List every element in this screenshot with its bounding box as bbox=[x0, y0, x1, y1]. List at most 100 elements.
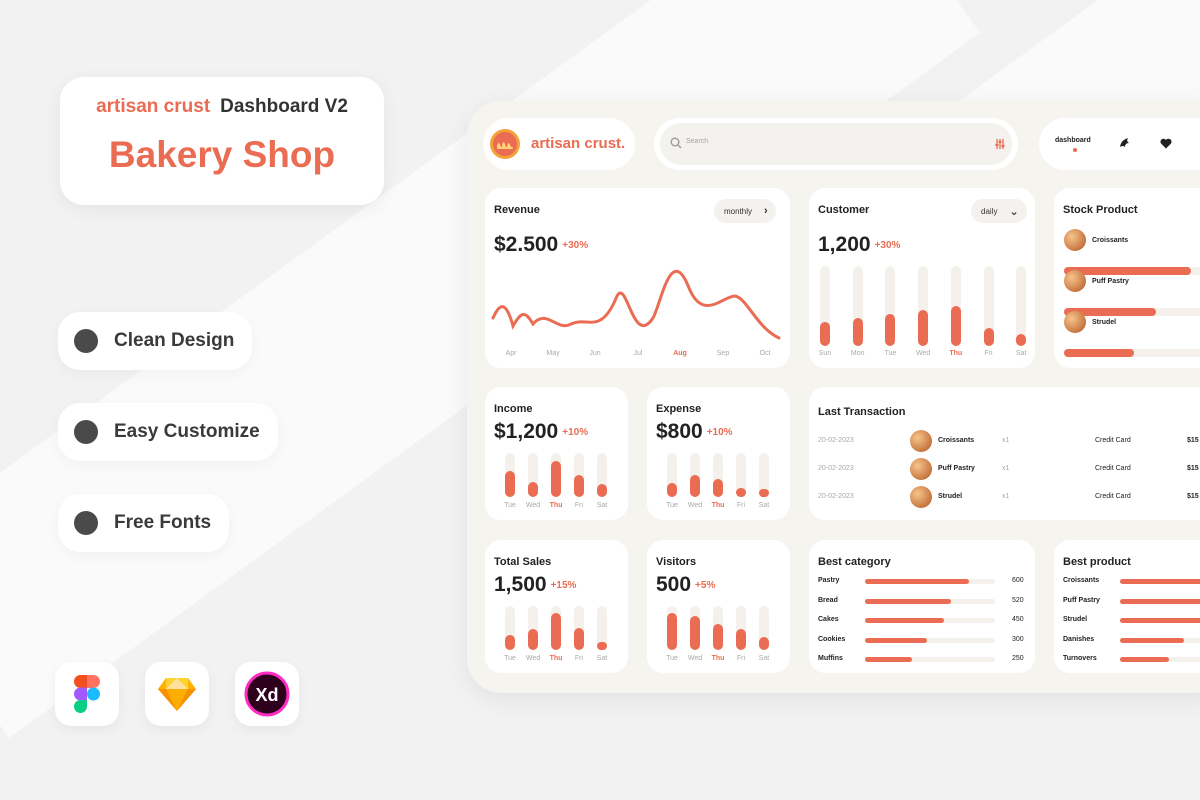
stock-bar-track bbox=[1064, 349, 1200, 357]
product-bar-fill bbox=[1120, 618, 1200, 623]
feature-pill: Easy Customize bbox=[58, 403, 278, 461]
category-bar-fill bbox=[865, 657, 912, 662]
dropdown-label: monthly bbox=[724, 206, 753, 216]
best-product-card: Best product Croissants Puff Pastry Strude… bbox=[1054, 540, 1200, 673]
nav-item-dashboard[interactable]: dashboard bbox=[1055, 137, 1091, 144]
month-label: Jul bbox=[633, 350, 643, 357]
transaction-amount: $15 bbox=[1187, 493, 1199, 500]
title-card: artisan crust Dashboard V2 Bakery Shop bbox=[60, 77, 384, 205]
stock-product-card: Stock Product Croissants Puff Pastry Strud… bbox=[1054, 188, 1200, 368]
category-bar-fill bbox=[865, 618, 945, 623]
bar-fill bbox=[713, 479, 723, 497]
card-title: Customer bbox=[818, 204, 870, 216]
best-category-card: Best category Pastry 600 Bread 520 Cakes 450 C… bbox=[809, 540, 1035, 673]
category-value: 600 bbox=[1012, 577, 1024, 584]
customer-value: 1,200 bbox=[818, 233, 871, 256]
change-badge: +10% bbox=[562, 427, 589, 438]
total-sales-value: 1,500 bbox=[494, 573, 547, 596]
figma-icon bbox=[74, 675, 100, 713]
card-value: $1,200 +10% bbox=[494, 420, 588, 444]
product-bar-fill bbox=[1120, 657, 1169, 662]
transaction-amount: $15 bbox=[1187, 437, 1199, 444]
revenue-value: $2.500 bbox=[494, 233, 559, 256]
category-value: 450 bbox=[1012, 616, 1024, 623]
chevron-right-icon: › bbox=[764, 205, 768, 217]
bar-track bbox=[950, 266, 961, 346]
card-title: Best category bbox=[818, 556, 891, 568]
bar-track bbox=[736, 453, 746, 497]
bar-track bbox=[759, 453, 769, 497]
product-bar-track bbox=[1120, 579, 1200, 584]
product-thumbnail bbox=[1064, 270, 1086, 292]
bar-track bbox=[690, 606, 700, 650]
transaction-product: Croissants bbox=[938, 437, 975, 444]
product-title: Bakery Shop bbox=[108, 134, 336, 175]
bar-fill bbox=[551, 613, 561, 650]
product-thumbnail bbox=[1064, 311, 1086, 333]
bar-track bbox=[736, 606, 746, 650]
day-label: Tue bbox=[504, 502, 516, 509]
transaction-date: 20-02-2023 bbox=[818, 437, 854, 444]
logo-card[interactable]: artisan crust. bbox=[483, 118, 635, 170]
category-name: Bread bbox=[818, 596, 838, 604]
category-name: Cakes bbox=[818, 616, 839, 623]
day-label: Sat bbox=[758, 655, 770, 662]
croissant-icon[interactable] bbox=[1119, 137, 1131, 149]
revenue-line-chart bbox=[491, 269, 781, 340]
month-label: Jun bbox=[589, 350, 601, 357]
product-name: Turnovers bbox=[1063, 655, 1097, 662]
bar-fill bbox=[1016, 334, 1027, 346]
search-bar: Search bbox=[654, 118, 1018, 170]
bar-track bbox=[713, 453, 723, 497]
bar-track bbox=[1016, 266, 1027, 346]
heart-icon[interactable] bbox=[1160, 138, 1172, 149]
product-bar-track bbox=[1120, 637, 1200, 643]
day-label: Sun bbox=[818, 350, 832, 357]
expense-card: Expense $800 +10% Tue Wed Thu Fri Sat bbox=[647, 387, 790, 520]
month-label: Oct bbox=[759, 350, 771, 357]
bar-track bbox=[597, 453, 607, 497]
transaction-amount: $15 bbox=[1187, 465, 1199, 472]
bar-fill bbox=[597, 642, 607, 650]
transaction-qty: x1 bbox=[1002, 493, 1010, 500]
bar-track bbox=[574, 453, 584, 497]
feature-label: Easy Customize bbox=[114, 421, 260, 442]
month-label: May bbox=[546, 350, 560, 357]
sketch-icon bbox=[158, 678, 196, 711]
search-field[interactable]: Search bbox=[660, 123, 1012, 165]
transaction-product: Strudel bbox=[938, 493, 963, 500]
filter-icon[interactable] bbox=[994, 138, 1006, 150]
card-value: $2.500 +30% bbox=[494, 233, 588, 257]
product-name: Danishes bbox=[1063, 635, 1095, 643]
bar-fill bbox=[885, 314, 896, 346]
day-label: Fri bbox=[984, 350, 993, 357]
product-thumbnail bbox=[910, 430, 932, 452]
category-name: Cookies bbox=[818, 635, 846, 643]
bar-fill bbox=[505, 471, 515, 497]
revenue-card: Revenue monthly › $2.500 +30% Apr May Jun … bbox=[485, 188, 790, 368]
search-input[interactable]: Search bbox=[686, 138, 709, 145]
period-dropdown[interactable]: daily ⌄ bbox=[971, 199, 1027, 223]
visitors-value: 500 bbox=[656, 573, 692, 596]
product-thumbnail bbox=[1064, 229, 1086, 251]
bar-track bbox=[528, 606, 538, 650]
day-label: Sat bbox=[758, 502, 770, 509]
bar-fill bbox=[667, 613, 677, 650]
brand-name: artisan crust bbox=[96, 96, 211, 117]
income-value: $1,200 bbox=[494, 420, 559, 443]
stock-bar-fill bbox=[1064, 349, 1135, 357]
bar-fill bbox=[918, 310, 929, 346]
bullet-dot bbox=[74, 329, 98, 353]
day-label: Tue bbox=[504, 655, 516, 662]
nav-active-dot bbox=[1073, 148, 1077, 152]
product-name: Croissants bbox=[1063, 577, 1100, 584]
transaction-method: Credit Card bbox=[1095, 493, 1131, 500]
day-label: Wed bbox=[687, 502, 703, 509]
period-dropdown[interactable]: monthly › bbox=[714, 199, 776, 223]
last-transaction-card: Last Transaction 20-02-2023 Croissants x1 C… bbox=[809, 387, 1200, 520]
bar-track bbox=[667, 606, 677, 650]
stock-item-name: Strudel bbox=[1092, 319, 1117, 326]
feature-pill: Clean Design bbox=[58, 312, 253, 370]
product-bar-fill bbox=[1120, 637, 1184, 643]
bar-track bbox=[983, 266, 994, 346]
